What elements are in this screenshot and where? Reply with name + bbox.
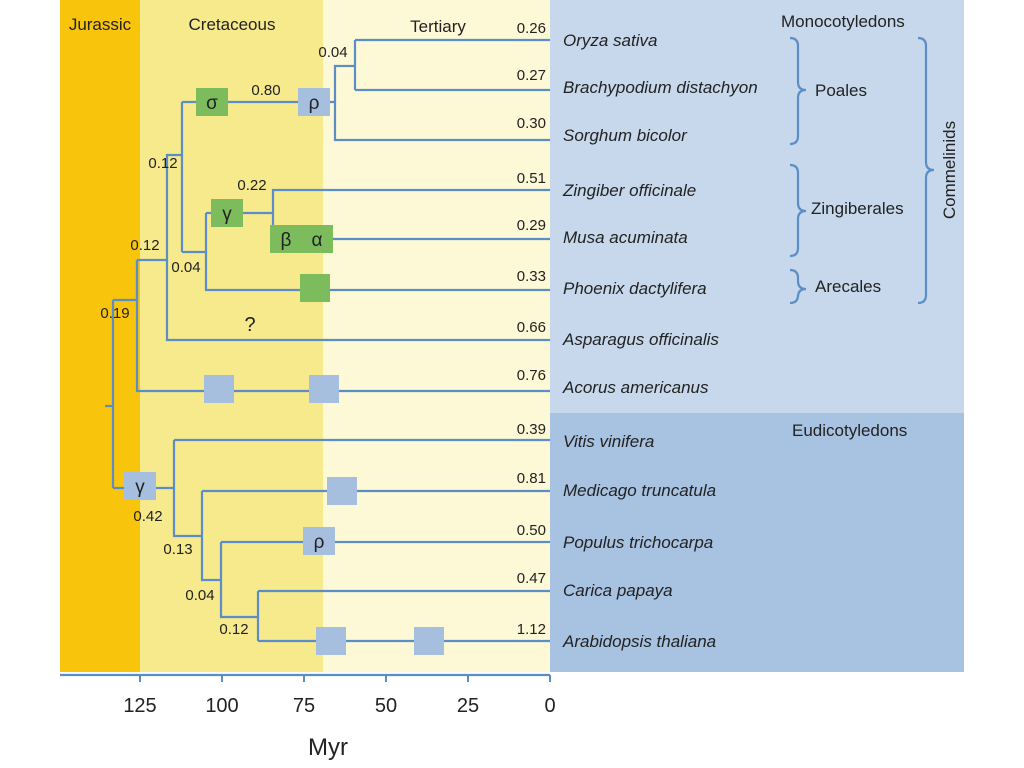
group-label-poales: Poales xyxy=(815,81,867,100)
branch-value: 0.51 xyxy=(517,170,546,187)
value-rosid-node: 0.04 xyxy=(185,587,214,604)
wgd-label-beta: β xyxy=(281,230,292,251)
wgd-box-arabidopsis-1 xyxy=(316,627,346,655)
value-zingiberales-node: 0.22 xyxy=(237,177,266,194)
branch-value: 0.66 xyxy=(517,319,546,336)
wgd-events: σ ρ γ β α γ ρ ? xyxy=(124,88,444,655)
wgd-box-medicago xyxy=(327,477,357,505)
branch-value: 0.29 xyxy=(517,217,546,234)
group-label-zingiberales: Zingiberales xyxy=(811,199,904,218)
tertiary-band xyxy=(323,0,550,672)
group-label-eudicots: Eudicotyledons xyxy=(792,421,907,440)
wgd-label-alpha: α xyxy=(312,230,323,251)
branch-phoenix xyxy=(204,252,550,292)
value-grass-pair: 0.04 xyxy=(318,44,347,61)
axis-tick-label: 125 xyxy=(123,695,156,717)
time-axis: 125 100 75 50 25 0 xyxy=(60,673,556,717)
group-label-arecales: Arecales xyxy=(815,277,881,296)
species-name: Zingiber officinale xyxy=(562,181,696,200)
value-brassicales-node: 0.12 xyxy=(219,621,248,638)
value-eudicot-crown: 0.13 xyxy=(163,541,192,558)
wgd-label-rho-monocot: ρ xyxy=(309,93,320,114)
branch-value: 0.39 xyxy=(517,421,546,438)
group-brackets xyxy=(789,36,935,305)
species-name: Oryza sativa xyxy=(563,31,657,50)
tree-branches xyxy=(105,38,550,643)
jurassic-band xyxy=(60,0,140,672)
species-name: Acorus americanus xyxy=(562,378,709,397)
wgd-label-gamma-monocot: γ xyxy=(222,204,232,225)
value-eudicot-stem: 0.42 xyxy=(133,508,162,525)
branch-value: 0.50 xyxy=(517,522,546,539)
cretaceous-band xyxy=(140,0,323,672)
species-name: Medicago truncatula xyxy=(563,481,716,500)
axis-tick-label: 50 xyxy=(375,695,397,717)
branch-value: 0.30 xyxy=(517,115,546,132)
value-commelinid-node: 0.12 xyxy=(148,155,177,172)
group-label-commelinids: Commelinids xyxy=(940,121,959,219)
wgd-box-rho-monocot xyxy=(298,88,330,116)
branch-poales-stem xyxy=(182,64,355,104)
species-name: Carica papaya xyxy=(563,581,673,600)
branch-eudicot-crown xyxy=(172,440,202,538)
species-name: Brachypodium distachyon xyxy=(563,78,758,97)
species-name: Asparagus officinalis xyxy=(562,330,719,349)
wgd-label-rho-eudicot: ρ xyxy=(314,532,325,553)
bracket-zingiberales xyxy=(789,163,807,258)
branch-value: 0.47 xyxy=(517,570,546,587)
branch-value: 0.33 xyxy=(517,268,546,285)
axis-tick-label: 0 xyxy=(544,695,555,717)
value-core-monocot-node: 0.12 xyxy=(130,237,159,254)
species-name: Populus trichocarpa xyxy=(563,533,713,552)
species-name: Vitis vinifera xyxy=(563,432,654,451)
axis-tick-label: 75 xyxy=(293,695,315,717)
era-label-cretaceous: Cretaceous xyxy=(189,15,276,34)
wgd-box-acorus-1 xyxy=(204,375,234,403)
axis-label: Myr xyxy=(308,734,348,761)
wgd-box-arabidopsis-2 xyxy=(414,627,444,655)
branch-asparagus xyxy=(165,260,550,342)
branch-sorghum xyxy=(333,102,550,142)
wgd-box-alpha xyxy=(301,225,333,253)
wgd-box-beta xyxy=(270,225,302,253)
branch-rosid-split xyxy=(200,491,221,582)
species-name: Musa acuminata xyxy=(563,228,688,247)
branch-value: 1.12 xyxy=(517,621,546,638)
wgd-box-phoenix xyxy=(300,274,330,302)
species-tips: 0.26 Oryza sativa 0.27 Brachypodium distach… xyxy=(517,20,758,651)
wgd-box-rho-eudicot xyxy=(303,527,335,555)
branch-malvid-split xyxy=(219,542,258,619)
wgd-label-gamma-eudicot: γ xyxy=(135,477,145,498)
axis-tick-label: 100 xyxy=(205,695,238,717)
wgd-box-gamma-eudicot xyxy=(124,472,156,500)
value-poales-stem: 0.80 xyxy=(251,82,280,99)
wgd-label-sigma: σ xyxy=(206,93,218,114)
group-label-monocots: Monocotyledons xyxy=(781,12,905,31)
wgd-box-sigma xyxy=(196,88,228,116)
branch-value: 0.26 xyxy=(517,20,546,37)
wgd-box-acorus-2 xyxy=(309,375,339,403)
species-name: Phoenix dactylifera xyxy=(563,279,707,298)
unknown-event-mark: ? xyxy=(244,314,255,336)
branch-core-monocots xyxy=(137,153,182,262)
era-label-jurassic: Jurassic xyxy=(69,15,132,34)
monocot-panel xyxy=(550,0,964,413)
branch-value: 0.81 xyxy=(517,470,546,487)
value-arecales-node: 0.04 xyxy=(171,259,200,276)
branch-acorus-node xyxy=(135,260,550,393)
axis-tick-label: 25 xyxy=(457,695,479,717)
era-label-tertiary: Tertiary xyxy=(410,17,466,36)
bracket-arecales xyxy=(789,268,807,305)
branch-value: 0.76 xyxy=(517,367,546,384)
species-name: Sorghum bicolor xyxy=(563,126,688,145)
value-root-branch: 0.19 xyxy=(100,305,129,322)
branch-value: 0.27 xyxy=(517,67,546,84)
bracket-poales xyxy=(789,36,807,146)
eudicot-panel xyxy=(550,413,964,672)
species-name: Arabidopsis thaliana xyxy=(562,632,716,651)
wgd-box-gamma-monocot xyxy=(211,199,243,227)
bracket-commelinids xyxy=(917,36,935,305)
internal-values: 0.04 0.80 0.12 0.22 0.04 0.12 0.19 0.42 … xyxy=(100,44,347,638)
